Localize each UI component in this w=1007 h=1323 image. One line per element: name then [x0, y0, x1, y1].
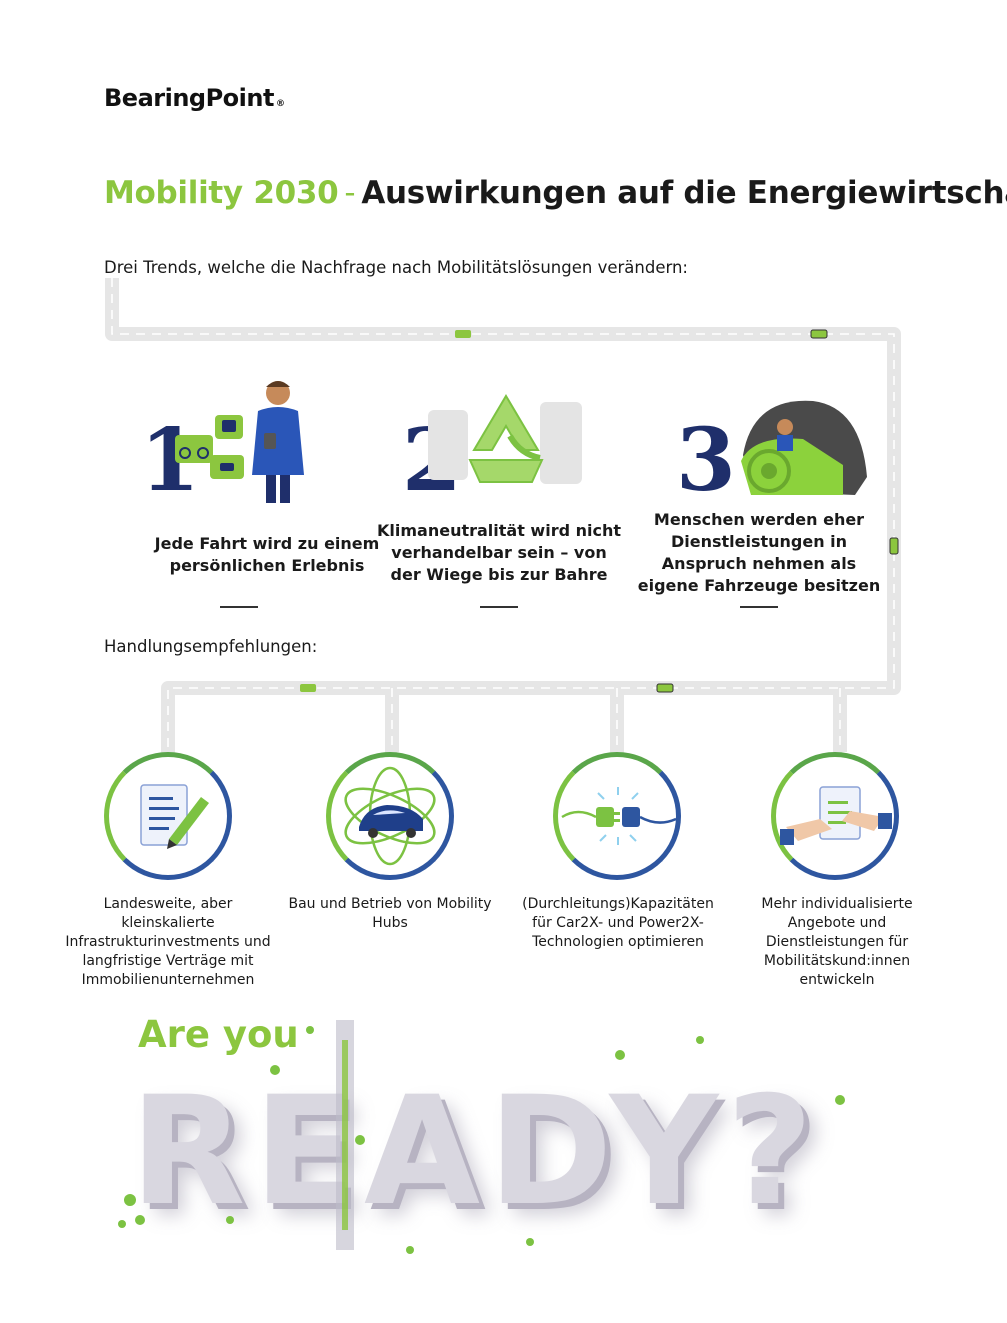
trend-text-2: Klimaneutralität wird nicht verhandelbar… [376, 521, 621, 584]
recommendation-circle-4 [771, 752, 899, 880]
title-separator: - [344, 175, 356, 211]
title-main: Auswirkungen auf die Energiewirtschaft [361, 175, 1007, 211]
recommendation-circle-2 [326, 752, 454, 880]
recommendation-text-3: (Durchleitungs)Kapazitäten für Car2X- un… [522, 896, 714, 950]
trend-text-3: Menschen werden eher Dienstleistungen in… [637, 510, 881, 595]
bearingpoint-logo: BearingPoint ® [104, 84, 285, 112]
person-with-mobility-bubbles-icon [175, 381, 304, 503]
recommendations-label: Handlungsempfehlungen: [104, 637, 318, 656]
pod-vehicle-icon [741, 400, 867, 495]
trends-intro: Drei Trends, welche die Nachfrage nach M… [104, 258, 688, 277]
recycling-arrows-icon [428, 394, 582, 484]
car-orbit-icon [344, 766, 436, 866]
trend-divider-2 [480, 606, 518, 608]
document-pencil-icon [140, 784, 209, 849]
page-title: Mobility 2030- Auswirkungen auf die Energ… [104, 175, 1007, 211]
plug-connector-icon [561, 787, 677, 845]
trend-divider-3 [740, 606, 778, 608]
recommendation-circle-1 [104, 752, 232, 880]
recommendation-text-2: Bau und Betrieb von Mobility Hubs [288, 896, 492, 931]
recommendation-text-1: Landesweite, aber kleinskalierte Infrast… [65, 896, 271, 988]
road-vehicles [300, 329, 899, 693]
ready-city-decoration [118, 1020, 845, 1254]
are-you-text: Are you [138, 1013, 299, 1056]
handshake-document-icon [780, 786, 892, 845]
title-accent: Mobility 2030 [104, 175, 339, 211]
recommendation-circle-3 [553, 752, 681, 880]
trend-text-1: Jede Fahrt wird zu einem persönlichen Er… [154, 534, 380, 575]
trend-divider-1 [220, 606, 258, 608]
recommendation-text-4: Mehr individualisierte Angebote und Dien… [761, 896, 913, 988]
trend-number-3: 3 [676, 410, 736, 511]
ready-text: READY? [130, 1065, 822, 1239]
